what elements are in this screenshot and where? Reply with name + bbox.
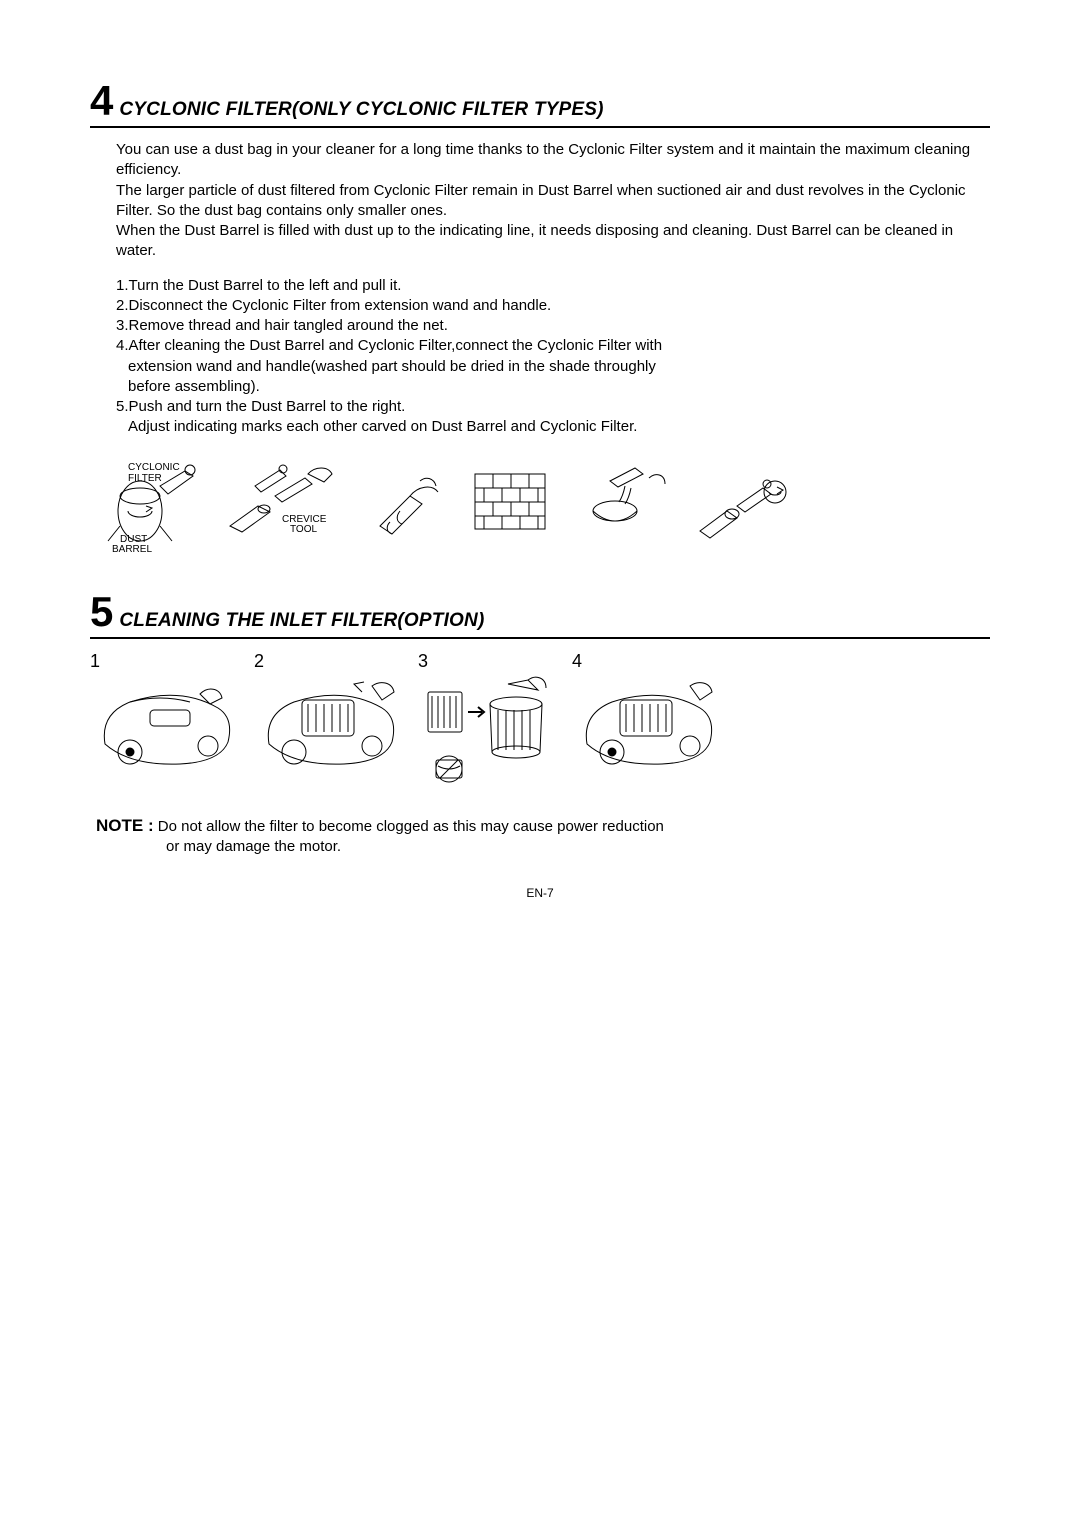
step-5b: Adjust indicating marks each other carve…	[128, 417, 990, 437]
step-5a: 5.Push and turn the Dust Barrel to the r…	[116, 397, 990, 417]
label-barrel: BARREL	[112, 544, 152, 555]
section-4-number: 4	[90, 80, 113, 122]
section-5-number: 5	[90, 591, 113, 633]
inlet-step-2: 2	[254, 651, 404, 789]
note-block: NOTE : Do not allow the filter to become…	[96, 815, 990, 858]
diagram-remove-thread	[360, 456, 455, 551]
inlet-step-3: 3	[418, 651, 558, 789]
step-1: 1.Turn the Dust Barrel to the left and p…	[116, 276, 990, 296]
section-4-title: CYCLONIC FILTER(ONLY CYCLONIC FILTER TYP…	[119, 99, 603, 121]
inlet-num-2: 2	[254, 651, 404, 672]
diagram-shade-dry	[465, 456, 565, 551]
section-4-para2: The larger particle of dust filtered fro…	[116, 181, 990, 222]
section-5-heading: 5 CLEANING THE INLET FILTER(OPTION)	[90, 591, 990, 639]
step-4b: extension wand and handle(washed part sh…	[128, 357, 990, 377]
inlet-num-3: 3	[418, 651, 558, 672]
note-line1: Do not allow the filter to become clogge…	[158, 818, 664, 835]
step-4c: before assembling).	[128, 377, 990, 397]
section-4-body: You can use a dust bag in your cleaner f…	[116, 140, 990, 262]
note-label: NOTE :	[96, 816, 154, 835]
inlet-diagram-3	[418, 674, 558, 789]
inlet-diagram-1	[90, 674, 240, 774]
note-line2: or may damage the motor.	[166, 837, 990, 857]
inlet-num-1: 1	[90, 651, 240, 672]
inlet-diagram-4	[572, 674, 722, 774]
label-cyclonic-filter: CYCLONIC FILTER	[128, 462, 210, 484]
label-tool: TOOL	[290, 524, 317, 535]
section-4-diagrams: CYCLONIC FILTER DUST BARREL CREVICE TOOL	[90, 456, 990, 551]
section-4-para3: When the Dust Barrel is filled with dust…	[116, 221, 990, 262]
inlet-num-4: 4	[572, 651, 722, 672]
section-4-steps: 1.Turn the Dust Barrel to the left and p…	[116, 276, 990, 438]
inlet-step-4: 4	[572, 651, 722, 789]
inlet-step-1: 1	[90, 651, 240, 789]
step-2: 2.Disconnect the Cyclonic Filter from ex…	[116, 296, 990, 316]
page-number: EN-7	[90, 886, 990, 900]
step-4a: 4.After cleaning the Dust Barrel and Cyc…	[116, 336, 990, 356]
section-4-heading: 4 CYCLONIC FILTER(ONLY CYCLONIC FILTER T…	[90, 80, 990, 128]
section-5-diagrams: 1 2	[90, 651, 990, 789]
section-5-title: CLEANING THE INLET FILTER(OPTION)	[119, 610, 484, 632]
diagram-reassemble	[685, 456, 795, 551]
diagram-cyclonic-filter: CYCLONIC FILTER DUST BARREL	[90, 456, 210, 551]
inlet-diagram-2	[254, 674, 404, 774]
section-4-para1: You can use a dust bag in your cleaner f…	[116, 140, 990, 181]
diagram-water-clean	[575, 456, 675, 551]
diagram-disconnect: CREVICE TOOL	[220, 456, 350, 551]
step-3: 3.Remove thread and hair tangled around …	[116, 316, 990, 336]
